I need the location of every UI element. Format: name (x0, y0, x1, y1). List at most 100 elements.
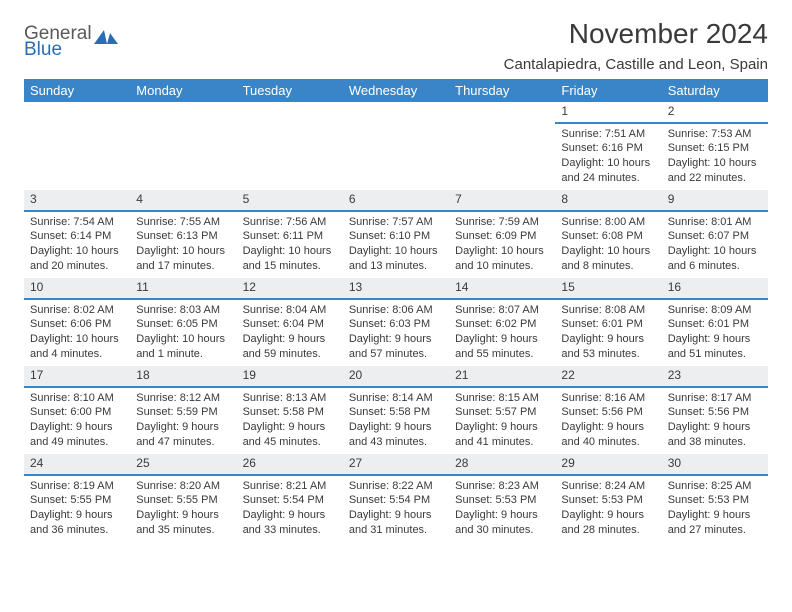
sunset-text: Sunset: 5:55 PM (30, 493, 124, 508)
sunset-text: Sunset: 6:15 PM (668, 141, 762, 156)
daylight-text: Daylight: 9 hours and 57 minutes. (349, 332, 443, 362)
day-number: 23 (662, 366, 768, 388)
day-number: 1 (555, 102, 661, 124)
sunrise-text: Sunrise: 8:07 AM (455, 303, 549, 318)
sunset-text: Sunset: 5:56 PM (668, 405, 762, 420)
day-number: 24 (24, 454, 130, 476)
sunrise-text: Sunrise: 7:55 AM (136, 215, 230, 230)
daylight-text: Daylight: 9 hours and 47 minutes. (136, 420, 230, 450)
day-number: 9 (662, 190, 768, 212)
daylight-text: Daylight: 10 hours and 1 minute. (136, 332, 230, 362)
day-details: Sunrise: 8:16 AMSunset: 5:56 PMDaylight:… (555, 388, 661, 454)
title-block: November 2024 Cantalapiedra, Castille an… (504, 18, 768, 73)
day-cell: 24Sunrise: 8:19 AMSunset: 5:55 PMDayligh… (24, 454, 130, 542)
day-number: 6 (343, 190, 449, 212)
day-number: 13 (343, 278, 449, 300)
sunset-text: Sunset: 6:10 PM (349, 229, 443, 244)
dayhead-mon: Monday (130, 79, 236, 102)
sunrise-text: Sunrise: 8:02 AM (30, 303, 124, 318)
day-cell: 11Sunrise: 8:03 AMSunset: 6:05 PMDayligh… (130, 278, 236, 366)
day-header-row: Sunday Monday Tuesday Wednesday Thursday… (24, 79, 768, 102)
sunrise-text: Sunrise: 8:17 AM (668, 391, 762, 406)
sunrise-text: Sunrise: 7:59 AM (455, 215, 549, 230)
day-cell: 17Sunrise: 8:10 AMSunset: 6:00 PMDayligh… (24, 366, 130, 454)
sunrise-text: Sunrise: 7:54 AM (30, 215, 124, 230)
day-cell: 21Sunrise: 8:15 AMSunset: 5:57 PMDayligh… (449, 366, 555, 454)
daylight-text: Daylight: 9 hours and 51 minutes. (668, 332, 762, 362)
day-cell: 13Sunrise: 8:06 AMSunset: 6:03 PMDayligh… (343, 278, 449, 366)
day-details: Sunrise: 8:03 AMSunset: 6:05 PMDaylight:… (130, 300, 236, 366)
day-number: 26 (237, 454, 343, 476)
day-details: Sunrise: 8:21 AMSunset: 5:54 PMDaylight:… (237, 476, 343, 542)
dayhead-fri: Friday (555, 79, 661, 102)
daylight-text: Daylight: 10 hours and 10 minutes. (455, 244, 549, 274)
day-details: Sunrise: 8:04 AMSunset: 6:04 PMDaylight:… (237, 300, 343, 366)
day-cell (237, 102, 343, 190)
day-details: Sunrise: 8:22 AMSunset: 5:54 PMDaylight:… (343, 476, 449, 542)
day-cell: 18Sunrise: 8:12 AMSunset: 5:59 PMDayligh… (130, 366, 236, 454)
daylight-text: Daylight: 9 hours and 40 minutes. (561, 420, 655, 450)
sunset-text: Sunset: 6:08 PM (561, 229, 655, 244)
dayhead-wed: Wednesday (343, 79, 449, 102)
day-cell: 2Sunrise: 7:53 AMSunset: 6:15 PMDaylight… (662, 102, 768, 190)
day-details: Sunrise: 8:08 AMSunset: 6:01 PMDaylight:… (555, 300, 661, 366)
day-cell: 4Sunrise: 7:55 AMSunset: 6:13 PMDaylight… (130, 190, 236, 278)
day-cell: 15Sunrise: 8:08 AMSunset: 6:01 PMDayligh… (555, 278, 661, 366)
sunset-text: Sunset: 5:53 PM (561, 493, 655, 508)
day-details: Sunrise: 8:20 AMSunset: 5:55 PMDaylight:… (130, 476, 236, 542)
daylight-text: Daylight: 9 hours and 31 minutes. (349, 508, 443, 538)
day-cell (130, 102, 236, 190)
sunrise-text: Sunrise: 8:08 AM (561, 303, 655, 318)
day-cell (24, 102, 130, 190)
sunrise-text: Sunrise: 8:19 AM (30, 479, 124, 494)
day-details: Sunrise: 8:25 AMSunset: 5:53 PMDaylight:… (662, 476, 768, 542)
daylight-text: Daylight: 10 hours and 8 minutes. (561, 244, 655, 274)
daylight-text: Daylight: 10 hours and 4 minutes. (30, 332, 124, 362)
day-number: 5 (237, 190, 343, 212)
day-details: Sunrise: 8:19 AMSunset: 5:55 PMDaylight:… (24, 476, 130, 542)
day-cell: 9Sunrise: 8:01 AMSunset: 6:07 PMDaylight… (662, 190, 768, 278)
dayhead-sat: Saturday (662, 79, 768, 102)
sunset-text: Sunset: 6:05 PM (136, 317, 230, 332)
sunset-text: Sunset: 5:56 PM (561, 405, 655, 420)
daylight-text: Daylight: 10 hours and 20 minutes. (30, 244, 124, 274)
sunset-text: Sunset: 5:58 PM (349, 405, 443, 420)
sunset-text: Sunset: 6:01 PM (668, 317, 762, 332)
day-details: Sunrise: 8:15 AMSunset: 5:57 PMDaylight:… (449, 388, 555, 454)
day-number: 19 (237, 366, 343, 388)
daylight-text: Daylight: 10 hours and 15 minutes. (243, 244, 337, 274)
sunset-text: Sunset: 6:11 PM (243, 229, 337, 244)
day-number: 2 (662, 102, 768, 124)
sunset-text: Sunset: 5:54 PM (349, 493, 443, 508)
day-number: 8 (555, 190, 661, 212)
sunrise-text: Sunrise: 7:53 AM (668, 127, 762, 142)
day-cell: 10Sunrise: 8:02 AMSunset: 6:06 PMDayligh… (24, 278, 130, 366)
brand-text: General Blue (24, 26, 92, 58)
day-cell: 27Sunrise: 8:22 AMSunset: 5:54 PMDayligh… (343, 454, 449, 542)
sunset-text: Sunset: 5:53 PM (668, 493, 762, 508)
day-details: Sunrise: 8:07 AMSunset: 6:02 PMDaylight:… (449, 300, 555, 366)
month-title: November 2024 (504, 18, 768, 50)
daylight-text: Daylight: 9 hours and 30 minutes. (455, 508, 549, 538)
day-number: 12 (237, 278, 343, 300)
daylight-text: Daylight: 9 hours and 43 minutes. (349, 420, 443, 450)
sunset-text: Sunset: 6:01 PM (561, 317, 655, 332)
daylight-text: Daylight: 10 hours and 17 minutes. (136, 244, 230, 274)
day-cell: 12Sunrise: 8:04 AMSunset: 6:04 PMDayligh… (237, 278, 343, 366)
day-cell: 19Sunrise: 8:13 AMSunset: 5:58 PMDayligh… (237, 366, 343, 454)
day-number: 25 (130, 454, 236, 476)
day-details: Sunrise: 8:02 AMSunset: 6:06 PMDaylight:… (24, 300, 130, 366)
day-number: 30 (662, 454, 768, 476)
sunrise-text: Sunrise: 8:22 AM (349, 479, 443, 494)
day-number: 28 (449, 454, 555, 476)
sunset-text: Sunset: 6:06 PM (30, 317, 124, 332)
sunset-text: Sunset: 5:59 PM (136, 405, 230, 420)
day-number: 21 (449, 366, 555, 388)
daylight-text: Daylight: 9 hours and 41 minutes. (455, 420, 549, 450)
sunrise-text: Sunrise: 8:04 AM (243, 303, 337, 318)
sunrise-text: Sunrise: 8:06 AM (349, 303, 443, 318)
sunrise-text: Sunrise: 7:56 AM (243, 215, 337, 230)
day-details: Sunrise: 7:59 AMSunset: 6:09 PMDaylight:… (449, 212, 555, 278)
day-cell (343, 102, 449, 190)
sunset-text: Sunset: 6:14 PM (30, 229, 124, 244)
